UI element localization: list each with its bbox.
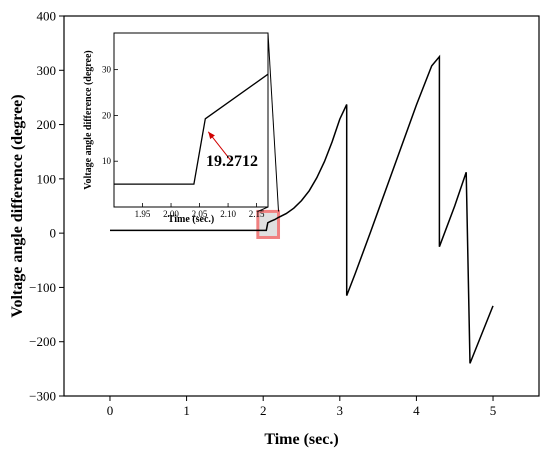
- y-tick-label: −100: [29, 280, 56, 295]
- inset-plot: 1.95 2.00 2.05 2.10 2.15 10 20 30 Time (sec.) V…: [83, 32, 269, 225]
- x-tick-label: 3: [337, 403, 344, 418]
- y-tick-label: −300: [29, 389, 56, 404]
- main-plot: 0 1 2 3 4 5 −300 −200 −100 0 100 200 300 400 Time (se…: [9, 9, 540, 448]
- connector-line: [257, 206, 269, 212]
- inset-background: [114, 33, 268, 207]
- x-tick-label: 1: [183, 403, 190, 418]
- inset-y-axis-title: Voltage angle difference (degree): [83, 50, 94, 190]
- annotation-arrowhead: [208, 131, 215, 140]
- x-tick-label: 5: [490, 403, 497, 418]
- y-tick-label: 100: [37, 171, 57, 186]
- inset-y-tick-label: 30: [102, 65, 112, 75]
- main-series-line: [110, 54, 494, 364]
- x-tick-label: 0: [107, 403, 114, 418]
- x-axis-title: Time (sec.): [264, 431, 338, 448]
- main-axis-ticks: 0 1 2 3 4 5 −300 −200 −100 0 100 200 300 400: [29, 9, 496, 419]
- y-tick-label: −200: [29, 334, 56, 349]
- inset-x-tick-label: 2.10: [220, 209, 236, 219]
- y-axis-title: Voltage angle difference (degree): [9, 94, 26, 317]
- inset-axis-ticks: 1.95 2.00 2.05 2.10 2.15 10 20 30: [102, 65, 265, 219]
- inset-y-tick-label: 20: [102, 110, 112, 120]
- inset-x-tick-label: 2.00: [163, 209, 179, 219]
- inset-series-line: [114, 73, 269, 185]
- y-tick-label: 0: [50, 226, 57, 241]
- x-tick-label: 4: [413, 403, 420, 418]
- inset-x-tick-label: 1.95: [135, 209, 151, 219]
- inset-frame: [113, 32, 269, 208]
- zoom-connector-lines: [257, 32, 280, 212]
- inset-x-axis-title: Time (sec.): [168, 214, 214, 225]
- inset-x-tick-label: 2.15: [249, 209, 265, 219]
- x-tick-label: 2: [260, 403, 267, 418]
- connector-line: [267, 32, 280, 212]
- inset-x-tick-label: 2.05: [192, 209, 208, 219]
- y-tick-label: 200: [37, 117, 57, 132]
- y-tick-label: 300: [37, 63, 57, 78]
- y-tick-label: 400: [37, 9, 57, 24]
- annotation-label: 19.2712: [206, 153, 258, 170]
- inset-y-tick-label: 10: [102, 156, 112, 166]
- main-plot-frame: [63, 15, 540, 397]
